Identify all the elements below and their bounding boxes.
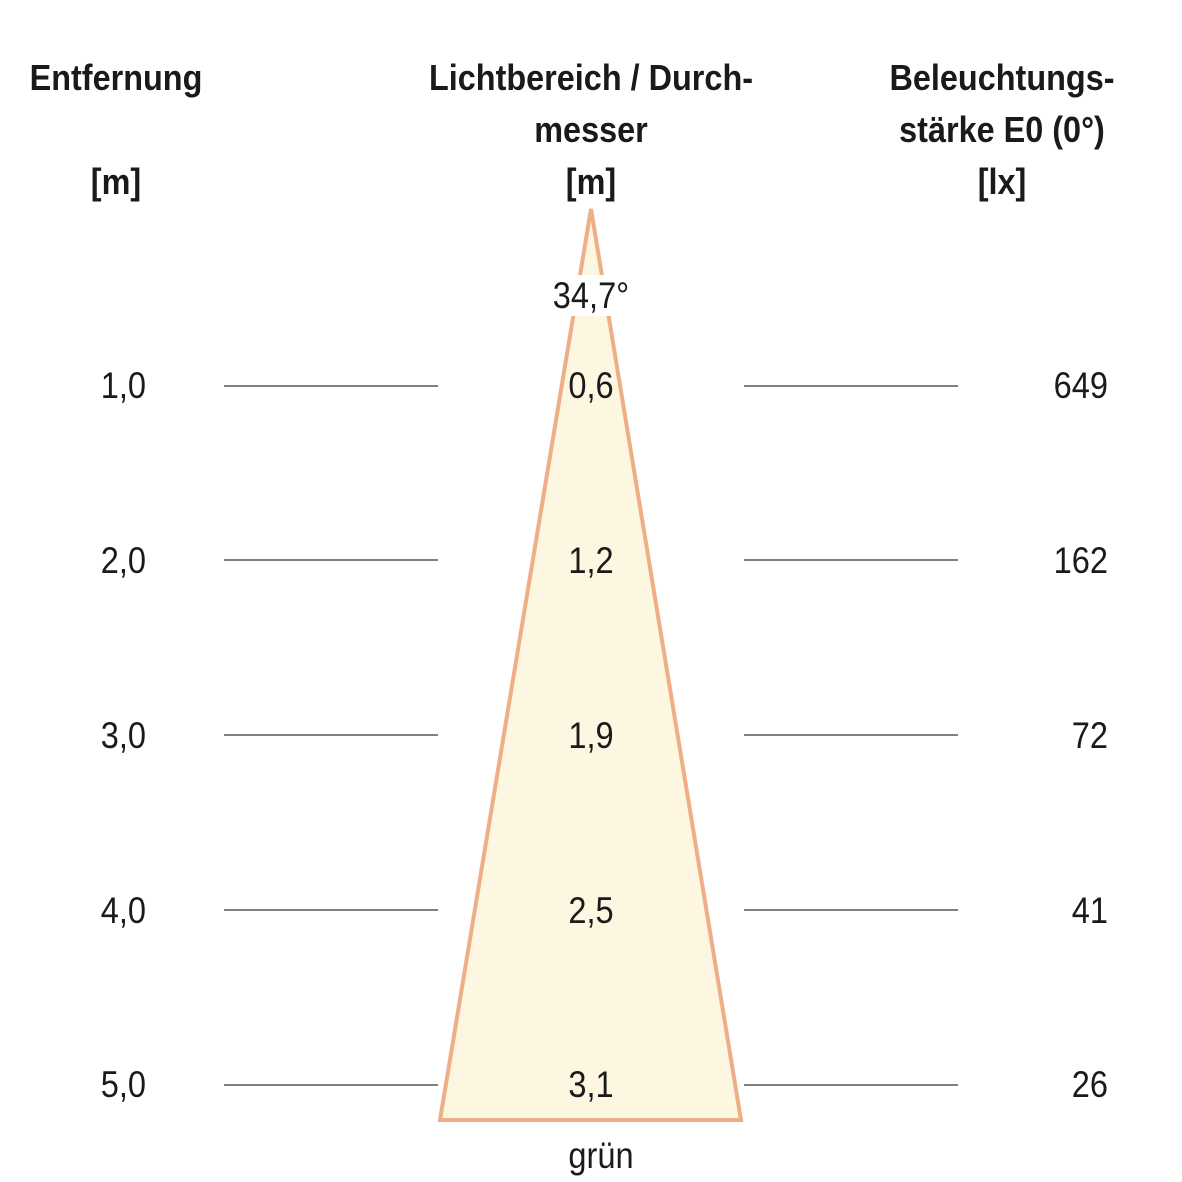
header-illuminance-title-line2: stärke E0 (0°) xyxy=(899,109,1105,150)
diameter-value: 1,2 xyxy=(568,540,614,581)
header-distance-title: Entfernung xyxy=(29,57,203,98)
diameter-value: 3,1 xyxy=(568,1064,614,1105)
distance-value: 1,0 xyxy=(100,365,146,406)
beam-angle-label: 34,7° xyxy=(521,274,662,318)
header-illuminance-unit: [lx] xyxy=(977,161,1027,202)
beam-angle-value: 34,7° xyxy=(549,275,633,316)
diameter-value: 1,9 xyxy=(568,715,614,756)
header-distance: Entfernung [m] xyxy=(26,52,206,208)
header-illuminance-title-line1: Beleuchtungs- xyxy=(889,57,1115,98)
illuminance-value: 162 xyxy=(1053,540,1108,581)
diameter-value: 0,6 xyxy=(568,365,614,406)
header-diameter-title-line2: messer xyxy=(534,109,648,150)
diameter-value: 2,5 xyxy=(568,890,614,931)
illuminance-value: 41 xyxy=(1071,890,1108,931)
light-beam-cone xyxy=(437,208,744,1122)
row-guide-lines xyxy=(224,385,958,1086)
header-distance-unit: [m] xyxy=(90,161,142,202)
illuminance-value: 26 xyxy=(1071,1064,1108,1105)
illuminance-value: 649 xyxy=(1053,365,1108,406)
header-diameter-unit: [m] xyxy=(565,161,617,202)
distance-value: 4,0 xyxy=(100,890,146,931)
illuminance-value: 72 xyxy=(1071,715,1108,756)
color-label: grün xyxy=(568,1135,634,1176)
header-illuminance: Beleuchtungs- stärke E0 (0°) [lx] xyxy=(867,52,1137,208)
distance-value: 3,0 xyxy=(100,715,146,756)
distance-value: 5,0 xyxy=(100,1064,146,1105)
distance-value: 2,0 xyxy=(100,540,146,581)
header-diameter-title-line1: Lichtbereich / Durch- xyxy=(428,57,754,98)
header-diameter: Lichtbereich / Durch- messer [m] xyxy=(411,52,771,208)
